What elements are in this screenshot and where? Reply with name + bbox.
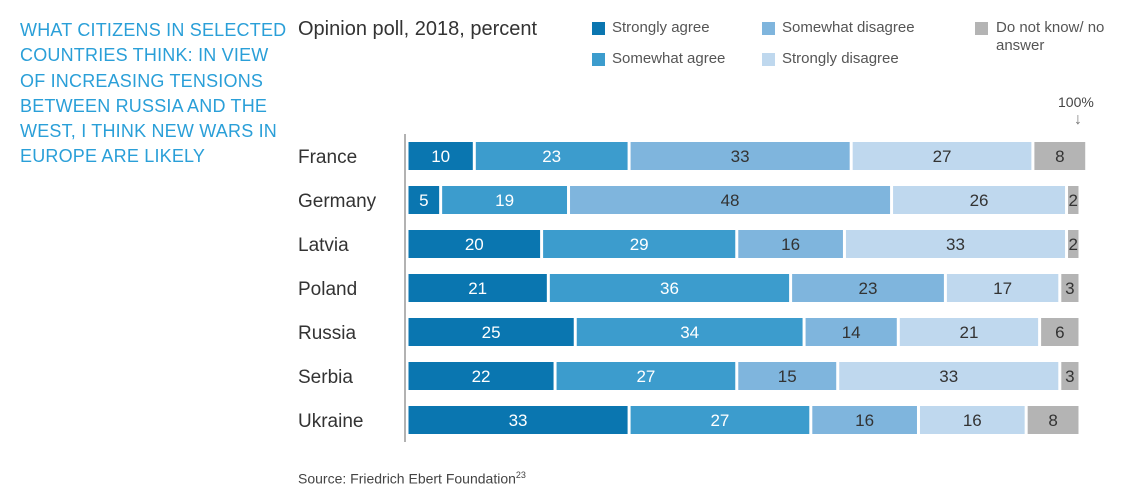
bar-poland-series-3 xyxy=(946,274,1059,302)
bar-serbia-series-4 xyxy=(1061,362,1079,390)
bar-ukraine-series-2 xyxy=(812,406,917,434)
bar-serbia-series-3 xyxy=(839,362,1059,390)
bar-france-series-2 xyxy=(630,142,850,170)
data-label-poland-series-2: 23 xyxy=(859,279,878,298)
data-label-ukraine-series-0: 33 xyxy=(509,411,528,430)
bar-russia-series-1 xyxy=(576,318,803,346)
bar-ukraine-series-0 xyxy=(408,406,628,434)
data-label-latvia-series-0: 20 xyxy=(465,235,484,254)
data-label-france-series-4: 8 xyxy=(1055,147,1064,166)
data-label-serbia-series-2: 15 xyxy=(778,367,797,386)
chart-side-title: WHAT CITIZENS IN SELECTED COUNTRIES THIN… xyxy=(20,20,287,167)
data-label-latvia-series-1: 29 xyxy=(630,235,649,254)
category-label-poland: Poland xyxy=(298,279,357,300)
data-label-russia-series-4: 6 xyxy=(1055,323,1064,342)
bar-ukraine-series-1 xyxy=(630,406,810,434)
bar-russia-series-2 xyxy=(805,318,897,346)
legend-label-strongly-agree: Strongly agree xyxy=(612,19,710,36)
data-label-poland-series-3: 17 xyxy=(993,279,1012,298)
bar-germany-series-1 xyxy=(442,186,568,214)
category-label-ukraine: Ukraine xyxy=(298,411,363,432)
bar-russia-series-3 xyxy=(899,318,1039,346)
bar-ukraine-series-4 xyxy=(1027,406,1079,434)
data-label-germany-series-0: 5 xyxy=(419,191,428,210)
bar-serbia-series-0 xyxy=(408,362,554,390)
data-label-france-series-1: 23 xyxy=(542,147,561,166)
data-label-poland-series-0: 21 xyxy=(468,279,487,298)
data-label-germany-series-4: 2 xyxy=(1069,191,1078,210)
data-label-ukraine-series-1: 27 xyxy=(710,411,729,430)
legend-label-somewhat-disagree: Somewhat disagree xyxy=(782,19,915,36)
bar-poland-series-2 xyxy=(792,274,944,302)
bar-france-series-1 xyxy=(475,142,628,170)
legend-label-no-answer: Do not know/ no answer xyxy=(996,19,1105,54)
bar-serbia-series-2 xyxy=(738,362,837,390)
hundred-percent-label: 100% xyxy=(1058,94,1094,110)
legend-swatch-strongly-disagree xyxy=(762,53,775,66)
legend-swatch-strongly-agree xyxy=(592,22,605,35)
bar-latvia-series-3 xyxy=(845,230,1066,258)
bar-latvia-series-1 xyxy=(543,230,736,258)
category-label-russia: Russia xyxy=(298,323,357,344)
bar-poland-series-1 xyxy=(549,274,790,302)
data-label-russia-series-1: 34 xyxy=(680,323,699,342)
bar-france-series-3 xyxy=(852,142,1032,170)
data-label-ukraine-series-3: 16 xyxy=(963,411,982,430)
chart-subtitle: Opinion poll, 2018, percent xyxy=(298,18,538,40)
data-label-germany-series-3: 26 xyxy=(970,191,989,210)
data-label-ukraine-series-2: 16 xyxy=(855,411,874,430)
data-label-russia-series-3: 21 xyxy=(959,323,978,342)
data-label-france-series-2: 33 xyxy=(731,147,750,166)
data-label-poland-series-1: 36 xyxy=(660,279,679,298)
data-label-france-series-3: 27 xyxy=(933,147,952,166)
bar-russia-series-4 xyxy=(1041,318,1079,346)
data-label-serbia-series-3: 33 xyxy=(939,367,958,386)
bar-latvia-series-4 xyxy=(1068,230,1079,258)
category-label-latvia: Latvia xyxy=(298,235,349,256)
bar-latvia-series-2 xyxy=(738,230,843,258)
legend-swatch-somewhat-agree xyxy=(592,53,605,66)
bar-germany-series-2 xyxy=(570,186,891,214)
data-label-latvia-series-3: 33 xyxy=(946,235,965,254)
data-label-latvia-series-4: 2 xyxy=(1069,235,1078,254)
data-label-germany-series-1: 19 xyxy=(495,191,514,210)
source-text: Source: Friedrich Ebert Foundation xyxy=(298,470,516,487)
category-label-serbia: Serbia xyxy=(298,367,353,388)
data-label-serbia-series-1: 27 xyxy=(636,367,655,386)
source-note: Source: Friedrich Ebert Foundation23 xyxy=(298,470,526,487)
category-label-germany: Germany xyxy=(298,191,377,212)
data-label-poland-series-4: 3 xyxy=(1065,279,1074,298)
data-label-latvia-series-2: 16 xyxy=(781,235,800,254)
data-label-russia-series-0: 25 xyxy=(482,323,501,342)
data-label-serbia-series-0: 22 xyxy=(472,367,491,386)
bar-latvia-series-0 xyxy=(408,230,541,258)
data-label-france-series-0: 10 xyxy=(431,147,450,166)
legend-label-somewhat-agree: Somewhat agree xyxy=(612,50,726,67)
bar-germany-series-3 xyxy=(893,186,1066,214)
legend-swatch-somewhat-disagree xyxy=(762,22,775,35)
bar-poland-series-4 xyxy=(1061,274,1079,302)
bar-germany-series-0 xyxy=(408,186,440,214)
data-label-serbia-series-4: 3 xyxy=(1065,367,1074,386)
bar-france-series-0 xyxy=(408,142,473,170)
bar-ukraine-series-3 xyxy=(919,406,1025,434)
data-label-germany-series-2: 48 xyxy=(721,191,740,210)
data-label-russia-series-2: 14 xyxy=(842,323,861,342)
category-label-france: France xyxy=(298,147,357,168)
source-footnote-ref: 23 xyxy=(515,470,526,480)
bar-poland-series-0 xyxy=(408,274,547,302)
legend-swatch-no-answer xyxy=(975,22,988,35)
bar-france-series-4 xyxy=(1034,142,1086,170)
bar-russia-series-0 xyxy=(408,318,574,346)
data-label-ukraine-series-4: 8 xyxy=(1048,411,1057,430)
down-arrow-icon: ↓ xyxy=(1074,111,1082,128)
legend-label-strongly-disagree: Strongly disagree xyxy=(782,50,899,67)
bar-germany-series-4 xyxy=(1068,186,1079,214)
bar-serbia-series-1 xyxy=(556,362,736,390)
